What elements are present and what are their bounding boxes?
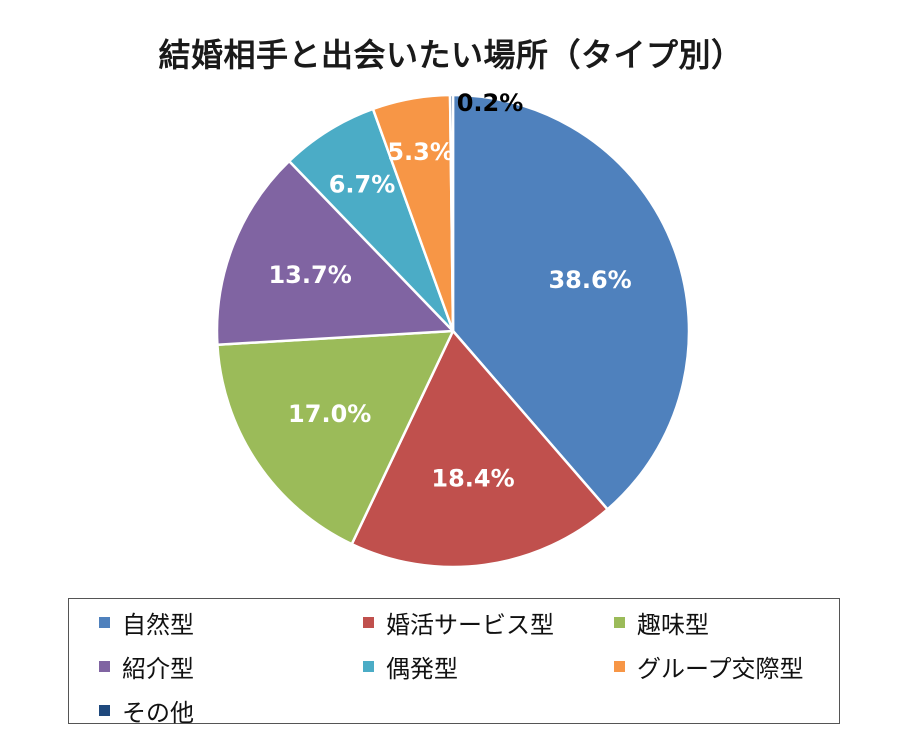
legend-item-6: グループ交際型 <box>614 649 804 684</box>
data-label-2: 18.4% <box>431 464 514 492</box>
legend-label-6: グループ交際型 <box>637 655 804 683</box>
legend-swatch-4 <box>99 661 110 672</box>
pie-slice-3 <box>216 329 455 546</box>
data-label-4: 13.7% <box>268 261 351 289</box>
pie-slice-1 <box>451 93 691 511</box>
data-label-7: 0.2% <box>457 89 524 117</box>
legend-item-3: 趣味型 <box>614 605 709 640</box>
legend-label-1: 自然型 <box>122 611 194 639</box>
pie-slice-7 <box>448 93 455 333</box>
legend-label-5: 偶発型 <box>386 655 458 683</box>
legend-item-1: 自然型 <box>99 605 194 640</box>
chart-title: 結婚相手と出会いたい場所（タイプ別） <box>158 36 744 74</box>
data-label-3: 17.0% <box>288 400 371 428</box>
legend-swatch-6 <box>614 661 625 672</box>
legend-label-7: その他 <box>122 699 194 727</box>
legend-item-7: その他 <box>99 693 194 728</box>
slice-labels: 38.6% 18.4% 17.0% 13.7% 6.7% 5.3%0.2% <box>268 89 631 492</box>
legend-swatch-5 <box>363 661 374 672</box>
pie-slice-4 <box>215 159 455 346</box>
legend-label-2: 婚活サービス型 <box>386 611 554 639</box>
legend-item-5: 偶発型 <box>363 649 458 684</box>
data-label-1: 38.6% <box>548 266 631 294</box>
data-label-5: 6.7% <box>329 171 396 199</box>
pie-slices <box>215 93 691 569</box>
data-label-6: 5.3% <box>387 138 454 166</box>
pie-slice-2 <box>350 329 609 569</box>
legend-item-4: 紹介型 <box>99 649 194 684</box>
legend-swatch-2 <box>363 617 374 628</box>
legend-swatch-7 <box>99 705 110 716</box>
legend-item-2: 婚活サービス型 <box>363 605 554 640</box>
legend-label-4: 紹介型 <box>122 655 194 683</box>
legend: 自然型 婚活サービス型 趣味型紹介型 偶発型 グループ交際型その他 <box>68 598 840 727</box>
legend-swatch-3 <box>614 617 625 628</box>
legend-label-3: 趣味型 <box>637 611 709 639</box>
legend-swatch-1 <box>99 617 110 628</box>
